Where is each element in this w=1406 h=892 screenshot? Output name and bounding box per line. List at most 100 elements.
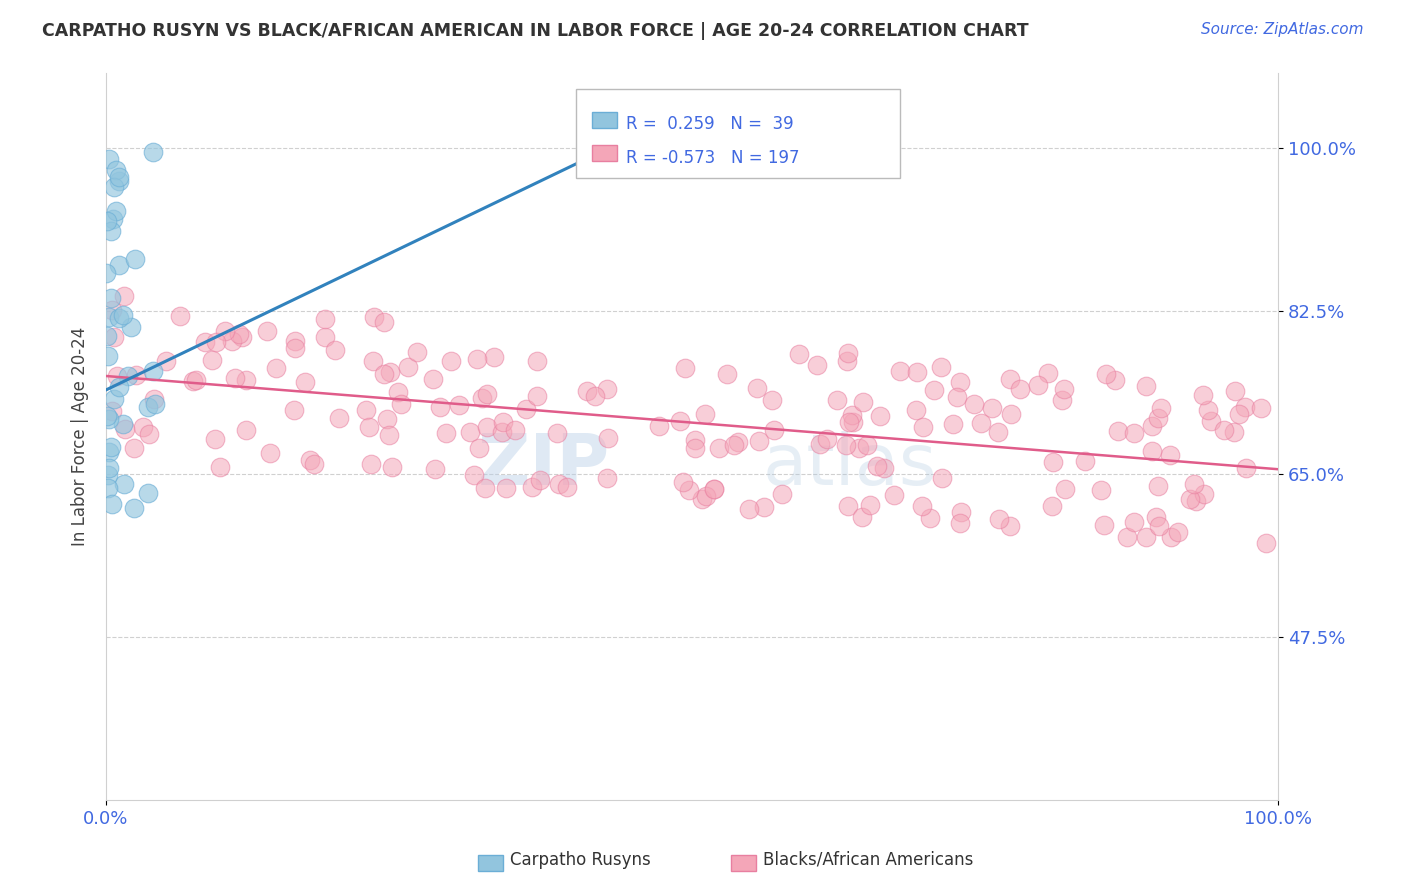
Point [911, 420, 934, 434]
Point [1000, 407, 1022, 421]
Point [1160, 530, 1182, 544]
Point [1146, 410, 1168, 425]
Point [155, 354, 177, 368]
Point [1090, 483, 1112, 497]
Point [515, 402, 537, 417]
Point [520, 480, 543, 494]
Point [842, 415, 865, 429]
Point [703, 482, 725, 496]
Point [761, 392, 783, 407]
Point [474, 481, 496, 495]
Text: Carpatho Rusyns: Carpatho Rusyns [510, 851, 651, 869]
Point [142, 392, 165, 406]
Point [284, 342, 307, 356]
Point [575, 384, 598, 399]
Point [360, 457, 382, 471]
Point [387, 385, 409, 400]
Point [1150, 401, 1173, 416]
Point [101, 303, 124, 318]
Point [264, 361, 287, 376]
Point [100, 224, 122, 238]
Point [949, 376, 972, 390]
Point [987, 512, 1010, 526]
Point [120, 319, 142, 334]
Point [201, 353, 224, 368]
Point [256, 324, 278, 338]
Point [1135, 530, 1157, 544]
Point [235, 373, 257, 387]
Point [101, 404, 124, 418]
Point [378, 428, 401, 442]
Point [963, 397, 986, 411]
Point [1144, 510, 1167, 524]
Point [668, 414, 690, 428]
Point [396, 359, 419, 374]
Point [231, 330, 253, 344]
Point [810, 437, 832, 451]
Point [546, 425, 568, 440]
Point [314, 312, 336, 326]
Point [112, 309, 135, 323]
Point [1236, 460, 1258, 475]
Point [97, 152, 120, 166]
Point [235, 423, 257, 437]
Point [1036, 366, 1059, 380]
Point [97, 468, 120, 483]
Point [447, 399, 470, 413]
Point [1116, 530, 1139, 544]
Point [770, 487, 793, 501]
Point [707, 441, 730, 455]
Point [224, 371, 246, 385]
Point [1178, 491, 1201, 506]
Point [752, 500, 775, 515]
Text: atlas: atlas [762, 431, 936, 500]
Point [124, 441, 146, 455]
Point [114, 421, 136, 435]
Point [1140, 419, 1163, 434]
Point [100, 441, 122, 455]
Point [259, 446, 281, 460]
Point [1095, 367, 1118, 381]
Point [108, 169, 131, 184]
Point [946, 390, 969, 404]
Point [745, 381, 768, 395]
Point [122, 500, 145, 515]
Point [492, 415, 515, 429]
Point [136, 400, 159, 414]
Point [599, 140, 621, 154]
Point [299, 453, 322, 467]
Y-axis label: In Labor Force | Age 20-24: In Labor Force | Age 20-24 [72, 327, 89, 546]
Point [727, 434, 749, 449]
Point [1182, 476, 1205, 491]
Point [357, 420, 380, 434]
Point [363, 310, 385, 325]
Point [181, 374, 204, 388]
Point [467, 441, 489, 455]
Point [918, 510, 941, 524]
Point [1192, 388, 1215, 402]
Point [1192, 486, 1215, 500]
Point [103, 179, 125, 194]
Point [143, 397, 166, 411]
Point [1026, 378, 1049, 392]
Point [117, 368, 139, 383]
Point [970, 417, 993, 431]
Point [837, 345, 859, 359]
Point [495, 481, 517, 495]
Point [105, 204, 128, 219]
Point [838, 416, 860, 430]
Point [96, 329, 118, 343]
Point [548, 477, 571, 491]
Point [683, 441, 706, 455]
Point [848, 441, 870, 455]
Point [856, 438, 879, 452]
Point [825, 393, 848, 408]
Point [787, 347, 810, 361]
Point [378, 365, 401, 379]
Point [555, 480, 578, 494]
Point [950, 505, 973, 519]
Point [929, 359, 952, 374]
Point [1140, 443, 1163, 458]
Point [695, 489, 717, 503]
Point [361, 354, 384, 368]
